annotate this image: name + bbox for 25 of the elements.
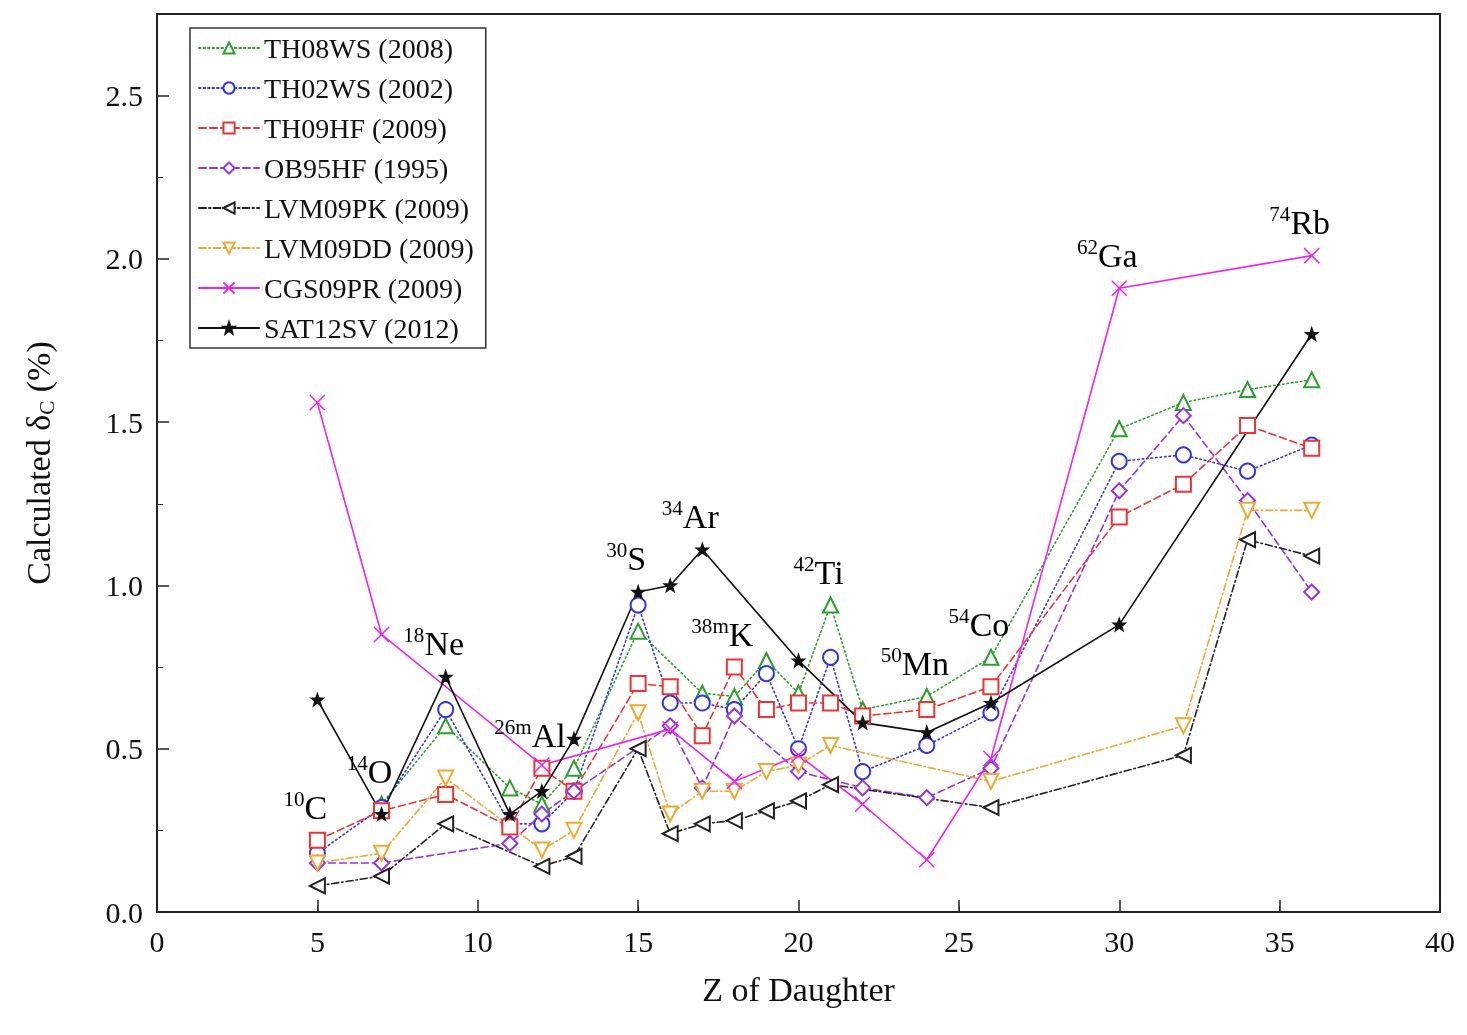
- legend-label: TH09HF (2009): [264, 112, 447, 144]
- legend-label: TH02WS (2002): [264, 72, 453, 104]
- x-axis-title: Z of Daughter: [702, 970, 896, 1008]
- y-tick-label: 2.0: [105, 242, 143, 276]
- legend-label: OB95HF (1995): [264, 152, 449, 184]
- y-axis-title: Calculated δC (%): [20, 341, 59, 585]
- legend-label: LVM09PK (2009): [264, 192, 470, 224]
- x-tick-label: 40: [1425, 924, 1455, 958]
- x-tick-label: 5: [309, 924, 325, 958]
- y-tick-label: 1.0: [105, 568, 143, 602]
- y-tick-label: 1.5: [105, 405, 143, 439]
- x-tick-label: 25: [943, 924, 974, 958]
- legend-label: SAT12SV (2012): [264, 312, 459, 344]
- x-tick-label: 35: [1264, 924, 1295, 958]
- y-tick-label: 0.5: [105, 732, 143, 766]
- x-tick-label: 10: [462, 924, 493, 958]
- y-tick-label: 0.0: [105, 895, 143, 929]
- x-tick-label: 30: [1104, 924, 1135, 958]
- legend-label: CGS09PR (2009): [264, 272, 463, 304]
- legend-label: LVM09DD (2009): [264, 232, 474, 264]
- x-tick-label: 0: [149, 924, 165, 958]
- legend-label: TH08WS (2008): [264, 32, 453, 64]
- x-tick-label: 20: [783, 924, 814, 958]
- x-tick-label: 15: [623, 924, 654, 958]
- y-tick-label: 2.5: [105, 79, 143, 113]
